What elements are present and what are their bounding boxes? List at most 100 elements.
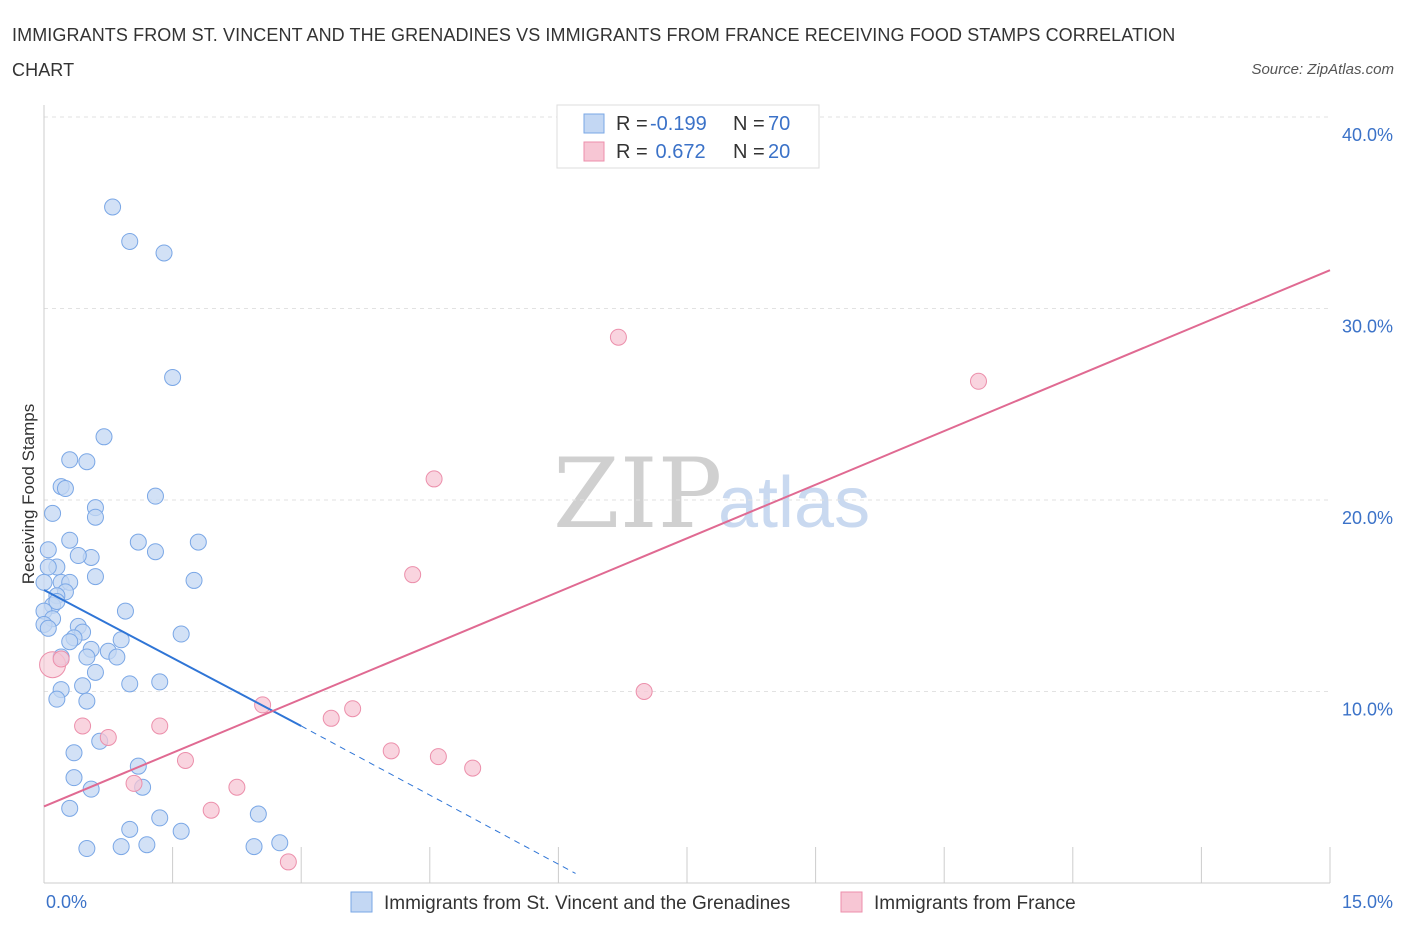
point-stvincent-23 <box>185 571 203 589</box>
point-france-11 <box>322 709 340 727</box>
legend-top: R = -0.199 N = 70 R = 0.672 N = 20 <box>556 104 820 169</box>
legend-r-label-pink: R = <box>616 141 648 163</box>
watermark-atlas: atlas <box>718 463 870 543</box>
point-france-18 <box>635 683 653 700</box>
legend-r-value-pink: 0.672 <box>650 141 706 163</box>
point-france-14 <box>429 748 447 766</box>
x-tick-label-right: 15.0% <box>1342 892 1393 912</box>
point-france-2 <box>74 717 92 735</box>
point-stvincent-13 <box>129 533 147 551</box>
point-stvincent-34 <box>39 619 57 637</box>
point-france-13 <box>382 742 400 760</box>
point-stvincent-52 <box>48 690 66 708</box>
bottom-legend-swatch-pink <box>840 891 863 913</box>
point-stvincent-8 <box>56 480 74 498</box>
x-ticks <box>172 847 1331 883</box>
point-stvincent-2 <box>155 244 173 262</box>
points <box>35 198 987 871</box>
watermark-zip: ZIP <box>553 438 722 550</box>
point-stvincent-66 <box>112 838 130 856</box>
point-france-3 <box>99 728 117 746</box>
point-stvincent-62 <box>249 805 267 823</box>
point-stvincent-49 <box>121 675 139 693</box>
regression-france <box>43 269 1331 808</box>
point-stvincent-1 <box>121 232 139 250</box>
point-stvincent-69 <box>271 834 289 852</box>
regression-lines <box>43 269 1331 874</box>
point-stvincent-14 <box>189 533 207 551</box>
legend-r-label-blue: R = <box>616 113 648 135</box>
point-stvincent-24 <box>35 573 53 591</box>
point-france-10 <box>279 853 297 871</box>
point-stvincent-3 <box>164 368 182 386</box>
regression-stvincent-extension <box>300 725 576 874</box>
bottom-legend-label-pink: Immigrants from France <box>874 893 1076 914</box>
point-stvincent-39 <box>61 633 79 651</box>
point-stvincent-22 <box>86 568 104 586</box>
point-france-12 <box>344 700 362 718</box>
legend-swatch-blue <box>583 113 605 134</box>
point-stvincent-60 <box>61 799 79 817</box>
point-stvincent-35 <box>116 602 134 620</box>
x-tick-label-left: 0.0% <box>46 892 87 912</box>
point-stvincent-67 <box>138 836 156 854</box>
point-stvincent-44 <box>78 648 96 666</box>
bottom-legend-swatch-blue <box>350 891 373 913</box>
point-france-19 <box>609 328 627 346</box>
point-stvincent-57 <box>65 769 83 787</box>
point-france-5 <box>151 717 169 735</box>
point-stvincent-10 <box>86 508 104 526</box>
point-stvincent-16 <box>39 541 57 559</box>
point-stvincent-5 <box>61 451 79 469</box>
point-france-8 <box>228 778 246 796</box>
chart-source: Source: ZipAtlas.com <box>1251 61 1394 78</box>
point-stvincent-61 <box>151 809 169 827</box>
point-stvincent-18 <box>69 547 87 565</box>
point-france-16 <box>404 566 422 584</box>
legend-n-label-blue: N = <box>733 113 765 135</box>
chart-title: IMMIGRANTS FROM ST. VINCENT AND THE GREN… <box>12 25 1176 80</box>
legend-swatch-pink <box>583 141 605 162</box>
point-stvincent-21 <box>39 558 57 576</box>
point-stvincent-12 <box>146 487 164 505</box>
point-stvincent-15 <box>61 531 79 549</box>
point-stvincent-0 <box>104 198 122 216</box>
point-stvincent-63 <box>121 820 139 838</box>
point-stvincent-19 <box>146 543 164 561</box>
point-france-6 <box>176 751 194 769</box>
y-tick-label-20: 20.0% <box>1342 508 1393 528</box>
point-stvincent-4 <box>95 428 113 446</box>
point-stvincent-65 <box>78 840 96 858</box>
y-axis-title: Receiving Food Stamps <box>19 404 38 584</box>
point-stvincent-53 <box>78 692 96 710</box>
point-stvincent-47 <box>86 663 104 681</box>
point-stvincent-55 <box>65 744 83 762</box>
point-stvincent-50 <box>151 673 169 691</box>
point-france-20 <box>969 372 987 390</box>
legend-r-value-blue: -0.199 <box>650 113 707 135</box>
bottom-legend-label-blue: Immigrants from St. Vincent and the Gren… <box>384 893 790 914</box>
point-france-17 <box>464 759 482 777</box>
point-stvincent-45 <box>108 648 126 666</box>
y-tick-label-10: 10.0% <box>1342 700 1393 720</box>
point-stvincent-68 <box>245 838 263 856</box>
point-france-1 <box>52 650 70 668</box>
y-tick-labels: 10.0% 20.0% 30.0% 40.0% <box>1342 125 1393 720</box>
watermark: ZIP atlas <box>553 438 870 550</box>
legend-n-label-pink: N = <box>733 141 765 163</box>
point-stvincent-48 <box>74 677 92 695</box>
point-stvincent-41 <box>172 625 190 643</box>
gridlines <box>44 116 1330 692</box>
point-france-15 <box>425 470 443 488</box>
y-tick-label-30: 30.0% <box>1342 317 1393 337</box>
legend-bottom: Immigrants from St. Vincent and the Gren… <box>350 891 1076 914</box>
point-france-4 <box>125 774 143 792</box>
point-stvincent-11 <box>44 504 62 522</box>
point-stvincent-6 <box>78 453 96 471</box>
point-stvincent-64 <box>172 822 190 840</box>
regression-stvincent <box>43 589 302 727</box>
y-tick-label-40: 40.0% <box>1342 125 1393 145</box>
point-france-7 <box>202 801 220 819</box>
legend-n-value-pink: 20 <box>768 141 790 163</box>
